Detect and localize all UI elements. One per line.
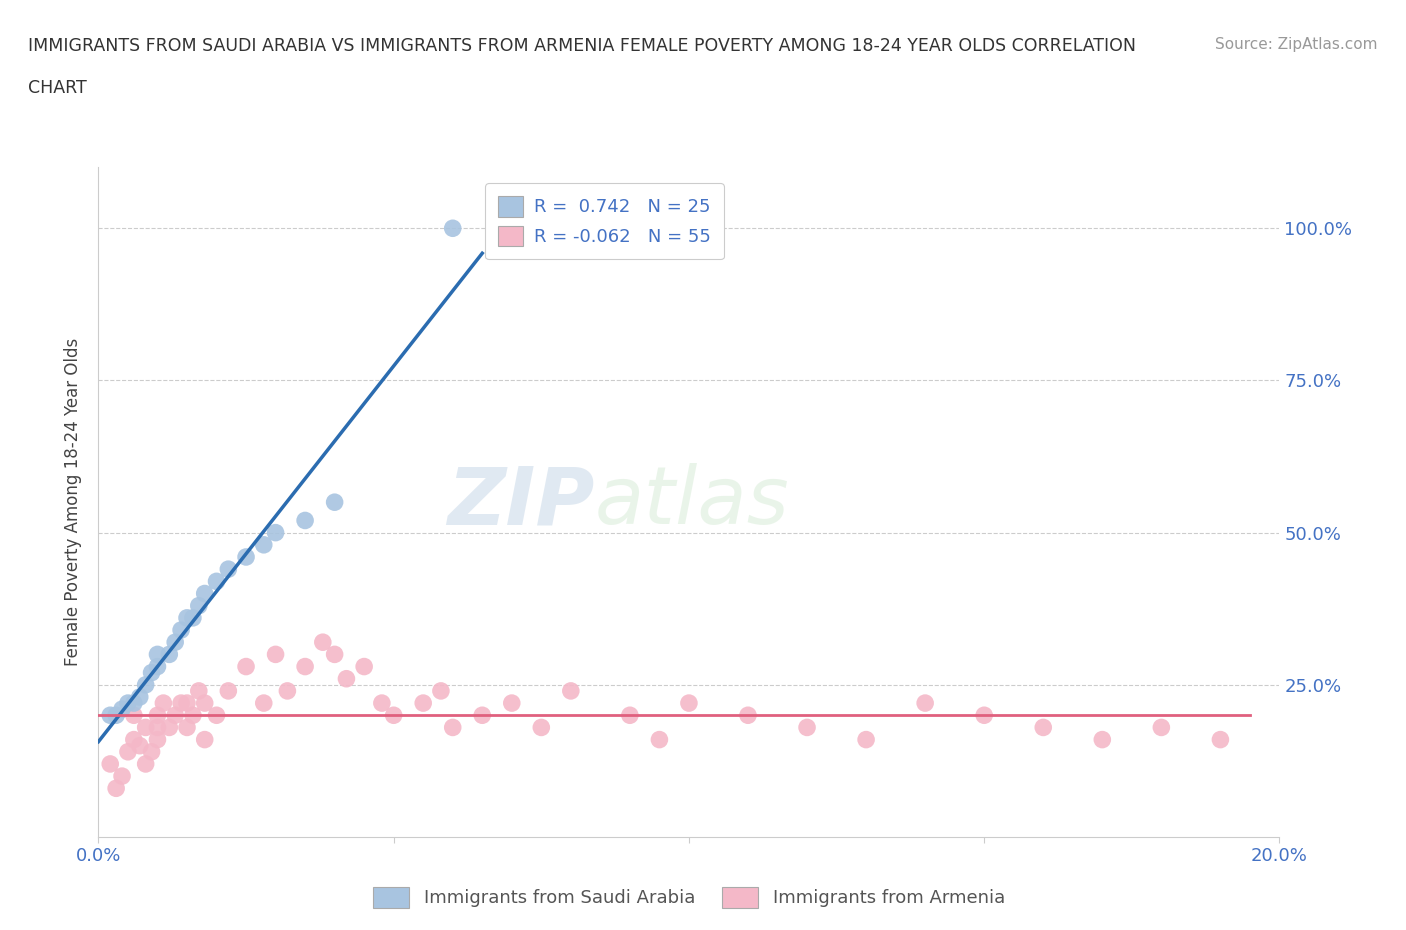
Point: [382, 708, 405, 723]
Point: [194, 586, 217, 601]
Point: [353, 659, 375, 674]
Point: [111, 769, 134, 784]
Point: [105, 781, 128, 796]
Point: [441, 220, 464, 235]
Point: [217, 684, 239, 698]
Point: [371, 696, 394, 711]
Point: [205, 708, 228, 723]
Point: [117, 744, 139, 759]
Text: IMMIGRANTS FROM SAUDI ARABIA VS IMMIGRANTS FROM ARMENIA FEMALE POVERTY AMONG 18-: IMMIGRANTS FROM SAUDI ARABIA VS IMMIGRAN…: [28, 37, 1136, 55]
Point: [294, 659, 316, 674]
Point: [276, 684, 298, 698]
Text: ZIP: ZIP: [447, 463, 595, 541]
Point: [312, 635, 335, 650]
Point: [294, 513, 316, 528]
Point: [146, 708, 169, 723]
Point: [117, 696, 139, 711]
Point: [146, 659, 169, 674]
Point: [146, 720, 169, 735]
Point: [135, 677, 157, 692]
Point: [135, 720, 157, 735]
Point: [176, 696, 198, 711]
Point: [146, 732, 169, 747]
Text: Source: ZipAtlas.com: Source: ZipAtlas.com: [1215, 37, 1378, 52]
Point: [796, 720, 818, 735]
Y-axis label: Female Poverty Among 18-24 Year Olds: Female Poverty Among 18-24 Year Olds: [65, 339, 83, 666]
Point: [111, 702, 134, 717]
Point: [152, 696, 174, 711]
Point: [165, 708, 187, 723]
Point: [98, 708, 121, 723]
Point: [194, 696, 217, 711]
Text: atlas: atlas: [595, 463, 789, 541]
Point: [323, 647, 346, 662]
Point: [1091, 732, 1114, 747]
Point: [176, 720, 198, 735]
Point: [235, 550, 257, 565]
Point: [128, 738, 150, 753]
Point: [914, 696, 936, 711]
Point: [194, 732, 217, 747]
Text: CHART: CHART: [28, 79, 87, 97]
Point: [264, 647, 287, 662]
Point: [170, 622, 193, 637]
Point: [187, 598, 209, 613]
Point: [678, 696, 700, 711]
Point: [217, 562, 239, 577]
Point: [157, 720, 180, 735]
Point: [1150, 720, 1173, 735]
Point: [619, 708, 641, 723]
Point: [253, 538, 276, 552]
Point: [157, 647, 180, 662]
Point: [141, 744, 163, 759]
Point: [135, 756, 157, 771]
Point: [1032, 720, 1054, 735]
Point: [141, 665, 163, 680]
Point: [181, 708, 204, 723]
Point: [737, 708, 759, 723]
Point: [648, 732, 671, 747]
Point: [560, 684, 582, 698]
Point: [441, 720, 464, 735]
Point: [122, 696, 145, 711]
Point: [170, 696, 193, 711]
Point: [1209, 732, 1232, 747]
Point: [412, 696, 434, 711]
Point: [264, 525, 287, 540]
Point: [530, 720, 553, 735]
Point: [181, 610, 204, 625]
Point: [235, 659, 257, 674]
Point: [973, 708, 995, 723]
Point: [855, 732, 877, 747]
Legend: Immigrants from Saudi Arabia, Immigrants from Armenia: Immigrants from Saudi Arabia, Immigrants…: [366, 880, 1012, 915]
Point: [253, 696, 276, 711]
Point: [98, 756, 121, 771]
Point: [430, 684, 453, 698]
Point: [165, 635, 187, 650]
Point: [105, 708, 128, 723]
Point: [128, 689, 150, 704]
Point: [187, 684, 209, 698]
Point: [323, 495, 346, 510]
Point: [205, 574, 228, 589]
Point: [146, 647, 169, 662]
Point: [122, 708, 145, 723]
Point: [471, 708, 494, 723]
Point: [176, 610, 198, 625]
Point: [122, 732, 145, 747]
Point: [335, 671, 357, 686]
Point: [501, 696, 523, 711]
